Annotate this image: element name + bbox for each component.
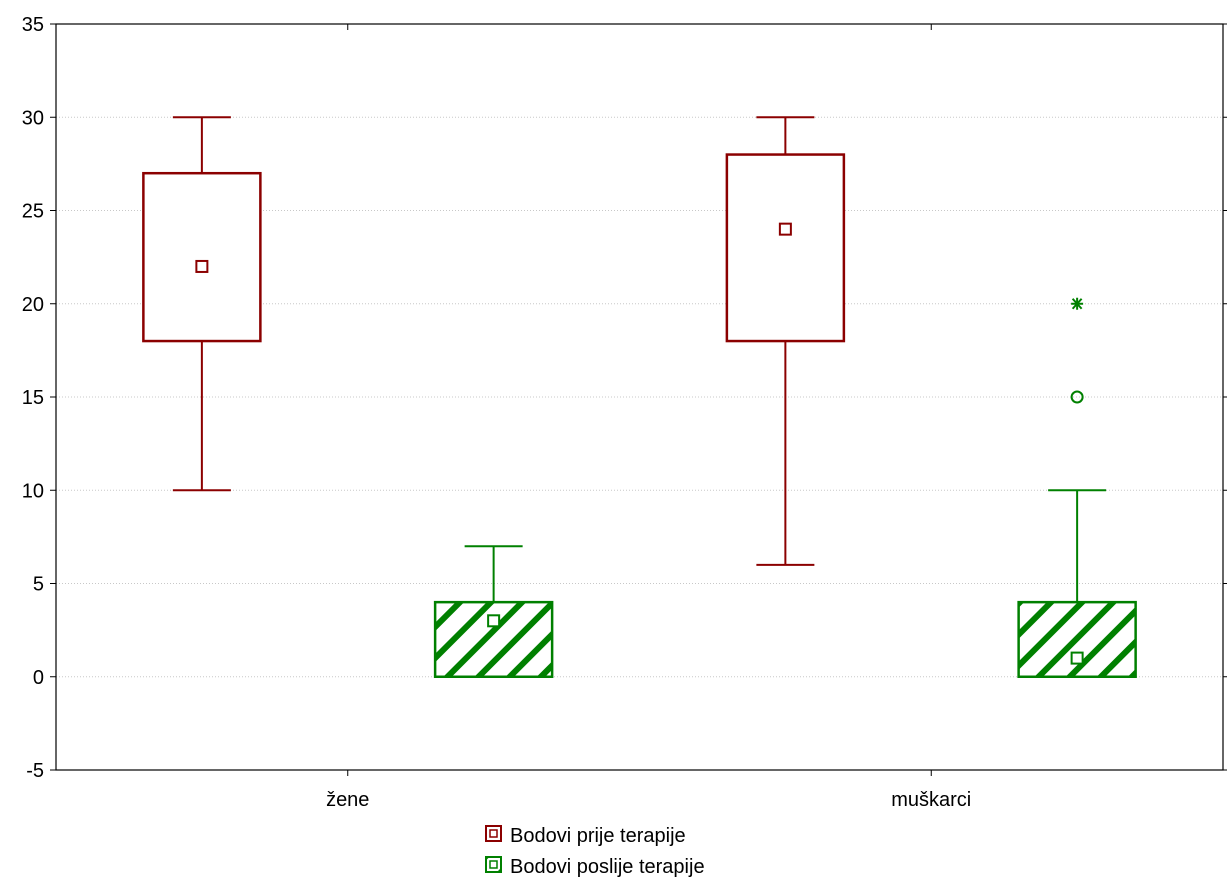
y-tick-label: 25 [22, 201, 44, 223]
y-tick-label: 20 [22, 294, 44, 316]
category-label: muškarci [891, 789, 971, 811]
category-labels: žene muškarci [326, 789, 971, 811]
median-marker [778, 222, 792, 236]
y-tick-label: 15 [22, 387, 44, 409]
median-marker [487, 614, 501, 628]
median-marker [1070, 651, 1084, 665]
median-marker [195, 259, 209, 273]
category-label: žene [326, 789, 369, 811]
extreme-point [1071, 297, 1084, 310]
outlier-point [1070, 390, 1084, 404]
y-tick-label: 0 [33, 667, 44, 689]
legend-label: Bodovi prije terapije [510, 825, 686, 847]
y-tick-label: 35 [22, 14, 44, 36]
legend: Bodovi prije terapije Bodovi poslije tera… [485, 825, 705, 878]
boxes [142, 116, 1137, 679]
box [725, 153, 846, 343]
y-tick-label: 30 [22, 107, 44, 129]
box [142, 171, 262, 343]
box [1017, 600, 1137, 679]
box [433, 600, 554, 679]
axes: 35 30 25 20 15 10 5 0 -5 [22, 14, 1227, 782]
y-tick-label: 10 [22, 480, 44, 502]
y-tick-label: -5 [26, 760, 44, 782]
legend-marker [489, 860, 498, 869]
plot-frame [55, 23, 1224, 771]
legend-marker [489, 829, 498, 838]
legend-label: Bodovi poslije terapije [510, 856, 705, 878]
y-tick-label: 5 [33, 574, 44, 596]
